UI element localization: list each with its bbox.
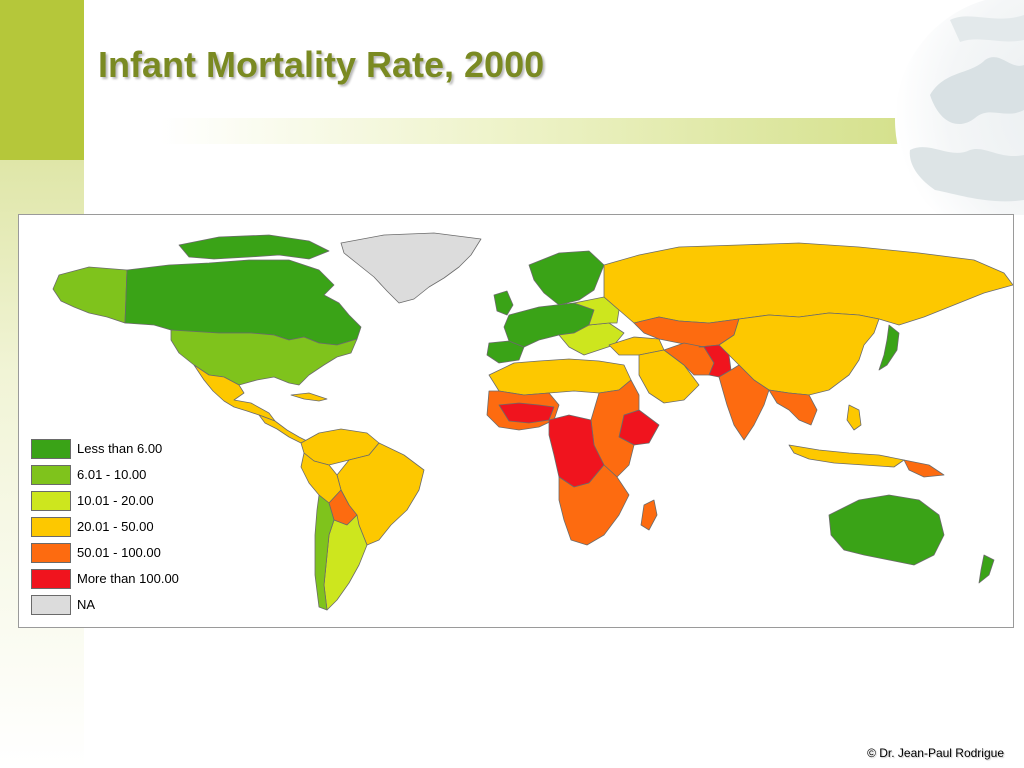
legend-swatch — [31, 517, 71, 537]
sahel — [498, 402, 555, 424]
alaska — [52, 266, 128, 324]
legend-swatch — [31, 543, 71, 563]
legend-item: More than 100.00 — [31, 569, 231, 589]
mongolia-china — [718, 312, 880, 396]
legend-label: 20.01 - 50.00 — [77, 519, 154, 534]
world-map: Less than 6.00 6.01 - 10.00 10.01 - 20.0… — [18, 214, 1014, 628]
chile — [314, 494, 335, 611]
legend-item: Less than 6.00 — [31, 439, 231, 459]
philippines — [846, 404, 862, 431]
madagascar — [640, 499, 658, 531]
legend-label: 10.01 - 20.00 — [77, 493, 154, 508]
canada — [124, 259, 362, 346]
australia — [828, 494, 945, 566]
mexico — [193, 364, 276, 422]
papua — [903, 459, 945, 478]
southeast-asia — [768, 389, 818, 426]
globe-decoration — [890, 0, 1024, 215]
legend-swatch — [31, 439, 71, 459]
legend-item: 50.01 - 100.00 — [31, 543, 231, 563]
north-africa — [488, 358, 632, 396]
greenland — [340, 232, 482, 304]
legend-label: 50.01 - 100.00 — [77, 545, 161, 560]
legend-label: Less than 6.00 — [77, 441, 163, 456]
scandinavia — [528, 250, 605, 306]
legend-swatch — [31, 595, 71, 615]
legend-item: 6.01 - 10.00 — [31, 465, 231, 485]
canada-arctic-islands — [178, 234, 330, 260]
italy-balkans — [558, 322, 625, 356]
southern-africa — [558, 464, 630, 546]
accent-band — [0, 0, 84, 160]
cuba — [290, 392, 328, 402]
indonesia — [788, 444, 905, 468]
russia — [603, 242, 1013, 326]
legend-swatch — [31, 465, 71, 485]
central-america — [258, 414, 308, 444]
legend-item: NA — [31, 595, 231, 615]
legend-label: NA — [77, 597, 96, 612]
india — [718, 364, 770, 441]
copyright-credit: © Dr. Jean-Paul Rodrigue — [867, 746, 1004, 760]
legend-swatch — [31, 491, 71, 511]
legend-item: 10.01 - 20.00 — [31, 491, 231, 511]
page-title: Infant Mortality Rate, 2000 — [98, 44, 545, 85]
uk — [493, 290, 514, 316]
world-map-canvas — [52, 232, 1013, 611]
new-zealand — [978, 554, 995, 584]
japan — [878, 324, 900, 371]
legend-item: 20.01 - 50.00 — [31, 517, 231, 537]
legend-label: More than 100.00 — [77, 571, 179, 586]
title-underline-stripe — [160, 118, 1024, 144]
legend-label: 6.01 - 10.00 — [77, 467, 147, 482]
legend-swatch — [31, 569, 71, 589]
